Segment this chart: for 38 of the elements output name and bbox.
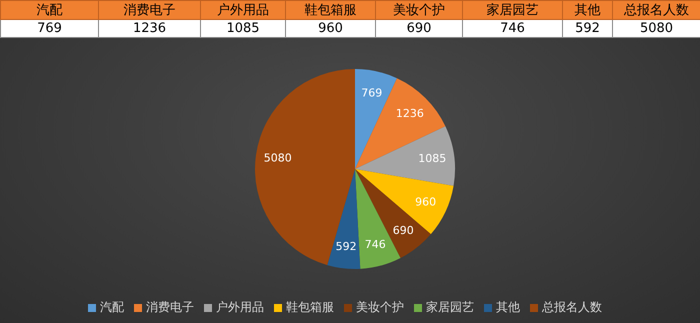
data-label: 1085: [418, 152, 446, 165]
category-label: 其他: [562, 0, 612, 20]
category-label: 美妆个护: [376, 0, 462, 20]
category-label: 户外用品: [200, 0, 286, 20]
data-label: 769: [361, 86, 382, 100]
legend-label: 总报名人数: [542, 300, 602, 314]
data-label: 592: [336, 240, 357, 253]
legend-label: 户外用品: [216, 300, 264, 314]
category-label: 消费电子: [98, 0, 200, 20]
legend-label: 鞋包箱服: [286, 300, 334, 314]
legend-label: 消费电子: [146, 300, 194, 314]
category-label: 总报名人数: [612, 0, 700, 20]
category-label: 鞋包箱服: [286, 0, 376, 20]
pie-slice: [355, 126, 455, 186]
legend-label: 美妆个护: [356, 300, 404, 314]
data-label: 769: [0, 20, 98, 38]
pie-slice: [355, 69, 397, 169]
data-label: 5080: [612, 20, 700, 38]
data-label: 960: [415, 196, 436, 209]
data-label: 592: [562, 20, 612, 38]
data-label: 690: [392, 224, 414, 237]
legend-label: 家居园艺: [426, 300, 474, 314]
legend-label: 其他: [496, 300, 520, 314]
pie-slice: [255, 69, 355, 266]
pie-slice: [355, 78, 446, 169]
data-label: 1236: [396, 107, 424, 120]
data-label: 1236: [98, 20, 200, 38]
data-label: 960: [286, 20, 376, 38]
pie-slice: [355, 169, 454, 234]
data-label: 5080: [264, 152, 292, 165]
pie-slice: [327, 169, 360, 269]
data-label: 746: [462, 20, 562, 38]
data-label: 1085: [200, 20, 286, 38]
data-label: 690: [376, 20, 462, 38]
category-label: 汽配: [0, 0, 98, 20]
data-label: 746: [364, 238, 386, 251]
legend-label: 汽配: [100, 300, 124, 314]
category-label: 家居园艺: [462, 0, 562, 20]
